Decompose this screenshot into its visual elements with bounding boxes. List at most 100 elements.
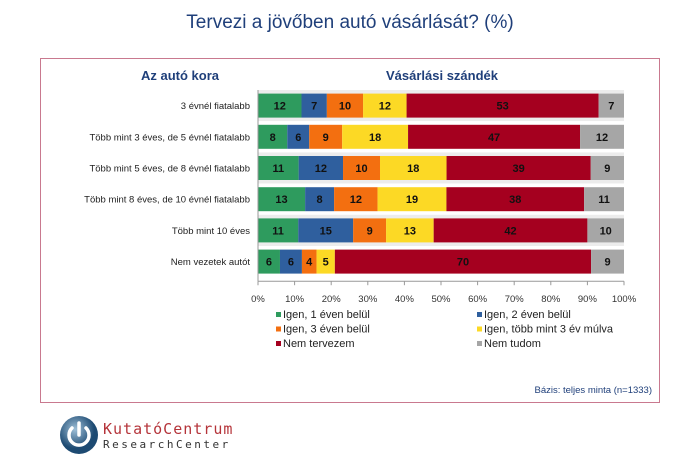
data-label: 70 [457,257,469,269]
chart-frame [40,58,660,403]
bar-segment [587,218,624,243]
bar-segment [353,218,387,243]
bar-segment [301,249,317,274]
legend-label: Nem tervezem [283,338,355,350]
data-label: 18 [407,163,419,175]
data-label: 6 [266,257,272,269]
data-label: 18 [369,132,381,144]
x-tick-label: 80% [541,294,561,305]
data-label: 53 [496,101,508,113]
data-label: 11 [273,163,285,175]
x-tick-label: 10% [285,294,305,305]
data-label: 9 [367,225,373,237]
data-label: 9 [604,257,610,269]
category-label: Több mint 3 éves, de 5 évnél fiatalabb [89,132,250,143]
bar-segment [258,187,306,212]
bar-segment [287,124,310,149]
legend-swatch [276,341,281,346]
data-label: 13 [275,194,287,206]
category-label: 3 évnél fiatalabb [181,101,250,112]
bar-segment [377,187,447,212]
bar-segment [258,218,299,243]
bar-segment [386,218,434,243]
bar-segment [446,156,591,180]
bar-segment [258,93,302,118]
data-label: 47 [488,132,500,144]
category-label: Több mint 10 éves [172,226,250,237]
x-tick-label: 50% [431,294,451,305]
x-tick-label: 100% [612,294,637,305]
bar-segment [598,93,624,118]
bar-segment [584,187,624,212]
legend-label: Igen, 2 éven belül [484,309,571,321]
bar-segment [326,93,364,118]
data-label: 11 [272,225,284,237]
bar-segment [298,156,344,180]
bar-segment [446,187,585,212]
data-label: 8 [317,194,323,206]
x-tick-label: 90% [578,294,598,305]
data-label: 10 [355,163,367,175]
data-label: 10 [600,225,612,237]
bar-segment [380,156,447,180]
data-label: 12 [596,132,608,144]
data-label: 12 [315,163,327,175]
data-label: 13 [404,225,416,237]
legend-label: Igen, 3 éven belül [283,324,370,336]
bar-segment [590,156,624,180]
bar-segment [433,218,588,243]
bar-segment [406,93,599,118]
data-label: 5 [323,257,329,269]
footnote: Bázis: teljes minta (n=1333) [535,385,653,396]
bar-segment [408,124,581,149]
bar-segment [305,187,335,212]
data-label: 42 [504,225,516,237]
logo-text: KutatóCentrum [103,420,234,438]
data-label: 11 [598,194,610,206]
x-tick-label: 0% [251,294,265,305]
logo-power-icon [60,416,98,454]
legend-label: Nem tudom [484,338,541,350]
data-label: 6 [288,257,294,269]
category-label: Több mint 8 éves, de 10 évnél fiatalabb [84,195,250,206]
bar-segment [309,124,343,149]
bar-segment [342,124,409,149]
bar-segment [363,93,407,118]
bar-segment [591,249,624,274]
data-label: 7 [608,101,614,113]
data-label: 19 [406,194,418,206]
data-label: 7 [311,101,317,113]
bar-segment [334,249,592,274]
data-label: 6 [295,132,301,144]
bar-segment [334,187,378,212]
legend-swatch [276,312,281,317]
bar-segment [258,156,299,180]
data-label: 12 [350,194,362,206]
chart-title: Tervezi a jövőben autó vásárlását? (%) [186,12,514,33]
bar-segment [258,249,280,274]
legend-swatch [477,312,482,317]
data-label: 9 [323,132,329,144]
data-label: 39 [513,163,525,175]
x-tick-label: 60% [468,294,488,305]
logo-subtext: ResearchCenter [103,438,231,451]
data-label: 12 [379,101,391,113]
legend-label: Igen, 1 éven belül [283,309,370,321]
data-label: 4 [306,257,313,269]
data-label: 12 [274,101,286,113]
bar-segment [279,249,302,274]
bar-segment [580,124,624,149]
bar-segment [298,218,354,243]
data-label: 8 [270,132,276,144]
category-header: Az autó kora [141,68,220,83]
bar-segment [258,124,288,149]
category-label: Több mint 5 éves, de 8 évnél fiatalabb [89,164,250,175]
legend-label: Igen, több mint 3 év múlva [484,324,614,336]
data-label: 15 [320,225,332,237]
category-label: Nem vezetek autót [171,257,251,268]
bar-segment [316,249,335,274]
bar-segment [343,156,380,180]
legend-swatch [477,341,482,346]
value-header: Vásárlási szándék [386,68,499,83]
